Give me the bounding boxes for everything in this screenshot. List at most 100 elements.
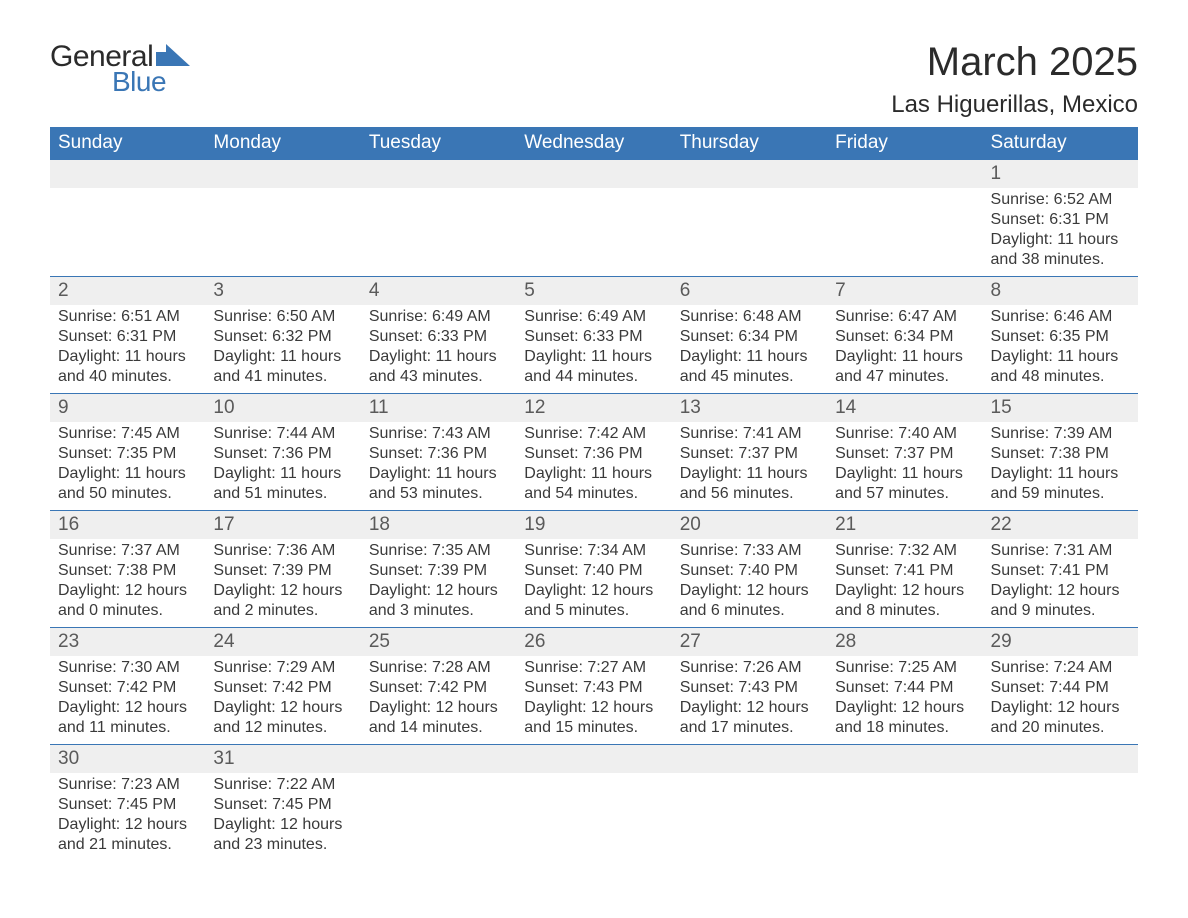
day-day1: Daylight: 12 hours: [991, 581, 1130, 601]
day-number: 25: [361, 628, 516, 656]
day-number: 26: [516, 628, 671, 656]
day-day2: and 48 minutes.: [991, 367, 1130, 387]
day-day1: Daylight: 12 hours: [524, 698, 663, 718]
day-details: Sunrise: 6:51 AMSunset: 6:31 PMDaylight:…: [50, 305, 205, 393]
day-number: 27: [672, 628, 827, 656]
day-sunset: Sunset: 7:36 PM: [369, 444, 508, 464]
day-sunset: Sunset: 7:37 PM: [680, 444, 819, 464]
calendar-cell-daynum: [50, 160, 205, 189]
day-details: Sunrise: 7:35 AMSunset: 7:39 PMDaylight:…: [361, 539, 516, 627]
day-day2: and 2 minutes.: [213, 601, 352, 621]
day-day2: and 5 minutes.: [524, 601, 663, 621]
day-number: 13: [672, 394, 827, 422]
day-day1: Daylight: 12 hours: [835, 698, 974, 718]
day-number: 4: [361, 277, 516, 305]
day-sunrise: Sunrise: 7:32 AM: [835, 541, 974, 561]
day-day2: and 3 minutes.: [369, 601, 508, 621]
calendar-cell-daynum: 24: [205, 628, 360, 657]
day-sunset: Sunset: 7:40 PM: [680, 561, 819, 581]
day-day2: and 17 minutes.: [680, 718, 819, 738]
day-day1: Daylight: 11 hours: [213, 464, 352, 484]
day-day2: and 47 minutes.: [835, 367, 974, 387]
calendar-cell-info: Sunrise: 7:24 AMSunset: 7:44 PMDaylight:…: [983, 656, 1138, 745]
day-details: Sunrise: 7:40 AMSunset: 7:37 PMDaylight:…: [827, 422, 982, 510]
calendar-cell-info: Sunrise: 6:47 AMSunset: 6:34 PMDaylight:…: [827, 305, 982, 394]
day-day2: and 8 minutes.: [835, 601, 974, 621]
calendar-cell-info: [983, 773, 1138, 861]
day-day2: and 9 minutes.: [991, 601, 1130, 621]
month-title: March 2025: [891, 40, 1138, 85]
day-number: 11: [361, 394, 516, 422]
day-sunset: Sunset: 7:45 PM: [213, 795, 352, 815]
day-number: 20: [672, 511, 827, 539]
day-day2: and 0 minutes.: [58, 601, 197, 621]
day-sunrise: Sunrise: 7:42 AM: [524, 424, 663, 444]
day-day1: Daylight: 12 hours: [213, 815, 352, 835]
title-block: March 2025 Las Higuerillas, Mexico: [891, 40, 1138, 119]
calendar-cell-daynum: 29: [983, 628, 1138, 657]
calendar-cell-info: Sunrise: 7:32 AMSunset: 7:41 PMDaylight:…: [827, 539, 982, 628]
day-sunset: Sunset: 6:32 PM: [213, 327, 352, 347]
calendar-cell-info: Sunrise: 7:42 AMSunset: 7:36 PMDaylight:…: [516, 422, 671, 511]
day-number: 9: [50, 394, 205, 422]
day-number: 17: [205, 511, 360, 539]
calendar-cell-info: Sunrise: 7:41 AMSunset: 7:37 PMDaylight:…: [672, 422, 827, 511]
day-sunrise: Sunrise: 7:31 AM: [991, 541, 1130, 561]
calendar-cell-daynum: 14: [827, 394, 982, 423]
calendar-cell-daynum: 16: [50, 511, 205, 540]
day-sunrise: Sunrise: 6:48 AM: [680, 307, 819, 327]
calendar-cell-info: Sunrise: 7:33 AMSunset: 7:40 PMDaylight:…: [672, 539, 827, 628]
header: General Blue March 2025 Las Higuerillas,…: [50, 40, 1138, 119]
calendar-cell-info: Sunrise: 7:26 AMSunset: 7:43 PMDaylight:…: [672, 656, 827, 745]
day-day1: Daylight: 11 hours: [524, 464, 663, 484]
day-day1: Daylight: 11 hours: [991, 464, 1130, 484]
day-sunset: Sunset: 7:37 PM: [835, 444, 974, 464]
day-sunset: Sunset: 7:39 PM: [369, 561, 508, 581]
day-sunrise: Sunrise: 6:46 AM: [991, 307, 1130, 327]
calendar-cell-info: [205, 188, 360, 277]
day-sunrise: Sunrise: 7:33 AM: [680, 541, 819, 561]
day-sunset: Sunset: 6:31 PM: [58, 327, 197, 347]
day-details: Sunrise: 7:28 AMSunset: 7:42 PMDaylight:…: [361, 656, 516, 744]
day-day1: Daylight: 11 hours: [835, 464, 974, 484]
day-sunset: Sunset: 7:45 PM: [58, 795, 197, 815]
weekday-header: Thursday: [672, 127, 827, 160]
calendar-cell-info: Sunrise: 7:30 AMSunset: 7:42 PMDaylight:…: [50, 656, 205, 745]
day-number: 30: [50, 745, 205, 773]
day-sunrise: Sunrise: 6:49 AM: [524, 307, 663, 327]
day-details: Sunrise: 7:25 AMSunset: 7:44 PMDaylight:…: [827, 656, 982, 744]
day-day1: Daylight: 11 hours: [524, 347, 663, 367]
day-sunrise: Sunrise: 7:44 AM: [213, 424, 352, 444]
day-number: 14: [827, 394, 982, 422]
calendar-cell-info: [361, 773, 516, 861]
calendar-cell-info: Sunrise: 7:27 AMSunset: 7:43 PMDaylight:…: [516, 656, 671, 745]
day-sunset: Sunset: 7:42 PM: [369, 678, 508, 698]
day-sunset: Sunset: 7:42 PM: [213, 678, 352, 698]
location-subtitle: Las Higuerillas, Mexico: [891, 91, 1138, 119]
calendar-cell-info: Sunrise: 7:35 AMSunset: 7:39 PMDaylight:…: [361, 539, 516, 628]
day-sunrise: Sunrise: 7:35 AM: [369, 541, 508, 561]
calendar-cell-daynum: [827, 160, 982, 189]
calendar-cell-info: Sunrise: 7:28 AMSunset: 7:42 PMDaylight:…: [361, 656, 516, 745]
calendar-cell-daynum: 22: [983, 511, 1138, 540]
day-details: Sunrise: 6:50 AMSunset: 6:32 PMDaylight:…: [205, 305, 360, 393]
day-day2: and 20 minutes.: [991, 718, 1130, 738]
day-sunrise: Sunrise: 7:41 AM: [680, 424, 819, 444]
day-sunrise: Sunrise: 7:26 AM: [680, 658, 819, 678]
calendar-cell-info: Sunrise: 7:37 AMSunset: 7:38 PMDaylight:…: [50, 539, 205, 628]
calendar-cell-daynum: 11: [361, 394, 516, 423]
weekday-header: Wednesday: [516, 127, 671, 160]
day-number: 16: [50, 511, 205, 539]
day-day1: Daylight: 12 hours: [991, 698, 1130, 718]
calendar-cell-daynum: [361, 160, 516, 189]
calendar-cell-daynum: [516, 160, 671, 189]
day-day2: and 18 minutes.: [835, 718, 974, 738]
day-day2: and 56 minutes.: [680, 484, 819, 504]
weekday-header: Saturday: [983, 127, 1138, 160]
calendar-cell-daynum: 8: [983, 277, 1138, 306]
day-day2: and 15 minutes.: [524, 718, 663, 738]
calendar-cell-info: Sunrise: 7:39 AMSunset: 7:38 PMDaylight:…: [983, 422, 1138, 511]
day-sunset: Sunset: 6:35 PM: [991, 327, 1130, 347]
day-details: Sunrise: 7:34 AMSunset: 7:40 PMDaylight:…: [516, 539, 671, 627]
brand-logo: General Blue: [50, 40, 190, 98]
